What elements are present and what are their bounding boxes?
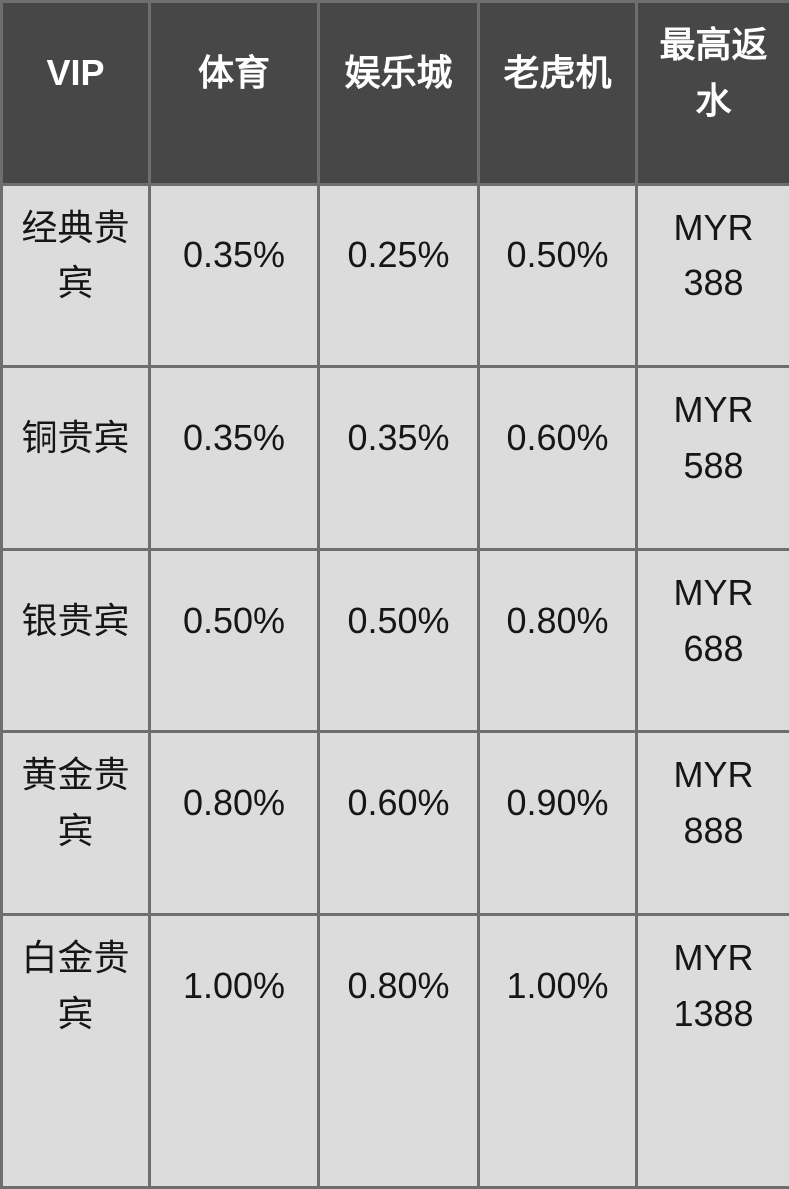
column-header-sports: 体育 <box>150 2 319 185</box>
casino-rebate-cell: 0.50% <box>319 549 479 732</box>
column-header-slots: 老虎机 <box>479 2 637 185</box>
sports-rebate-cell: 0.50% <box>150 549 319 732</box>
casino-rebate-cell: 0.80% <box>319 914 479 1187</box>
max-rebate-cell: MYR 588 <box>637 367 789 550</box>
sports-rebate-cell: 1.00% <box>150 914 319 1187</box>
vip-tier-cell: 经典贵宾 <box>2 184 150 367</box>
table-row-platinum-vip: 白金贵宾 1.00% 0.80% 1.00% MYR 1388 <box>2 914 789 1187</box>
max-rebate-cell: MYR 888 <box>637 732 789 915</box>
sports-rebate-cell: 0.35% <box>150 184 319 367</box>
slots-rebate-cell: 1.00% <box>479 914 637 1187</box>
slots-rebate-cell: 0.50% <box>479 184 637 367</box>
table-row-silver-vip: 银贵宾 0.50% 0.50% 0.80% MYR 688 <box>2 549 789 732</box>
sports-rebate-cell: 0.80% <box>150 732 319 915</box>
header-row: VIP 体育 娱乐城 老虎机 最高返水 <box>2 2 789 185</box>
slots-rebate-cell: 0.80% <box>479 549 637 732</box>
vip-tier-cell: 白金贵宾 <box>2 914 150 1187</box>
table-row-gold-vip: 黄金贵宾 0.80% 0.60% 0.90% MYR 888 <box>2 732 789 915</box>
slots-rebate-cell: 0.60% <box>479 367 637 550</box>
table-row-bronze-vip: 铜贵宾 0.35% 0.35% 0.60% MYR 588 <box>2 367 789 550</box>
casino-rebate-cell: 0.60% <box>319 732 479 915</box>
casino-rebate-cell: 0.35% <box>319 367 479 550</box>
table-row-classic-vip: 经典贵宾 0.35% 0.25% 0.50% MYR 388 <box>2 184 789 367</box>
max-rebate-cell: MYR 388 <box>637 184 789 367</box>
vip-tier-cell: 铜贵宾 <box>2 367 150 550</box>
max-rebate-cell: MYR 1388 <box>637 914 789 1187</box>
column-header-casino: 娱乐城 <box>319 2 479 185</box>
vip-tier-cell: 银贵宾 <box>2 549 150 732</box>
max-rebate-cell: MYR 688 <box>637 549 789 732</box>
sports-rebate-cell: 0.35% <box>150 367 319 550</box>
column-header-max-rebate: 最高返水 <box>637 2 789 185</box>
slots-rebate-cell: 0.90% <box>479 732 637 915</box>
vip-tier-cell: 黄金贵宾 <box>2 732 150 915</box>
column-header-vip: VIP <box>2 2 150 185</box>
casino-rebate-cell: 0.25% <box>319 184 479 367</box>
